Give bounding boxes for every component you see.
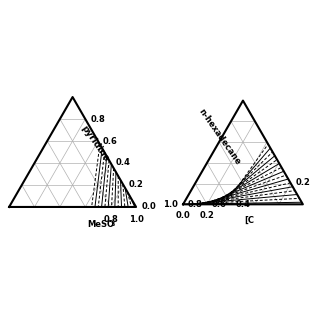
Text: 0.8: 0.8 [188, 200, 202, 209]
Text: 0.8: 0.8 [90, 115, 105, 124]
Text: 0.6: 0.6 [103, 137, 118, 146]
Text: pyridine: pyridine [80, 124, 111, 163]
Text: 1.0: 1.0 [164, 200, 178, 209]
Text: 0.2: 0.2 [128, 180, 143, 189]
Text: 0.2: 0.2 [296, 178, 310, 187]
Text: 0.4: 0.4 [116, 158, 131, 167]
Text: MeSO: MeSO [87, 220, 114, 229]
Text: n-hexadecane: n-hexadecane [196, 108, 242, 167]
Text: 0.2: 0.2 [200, 212, 214, 220]
Text: [C: [C [244, 216, 254, 225]
Text: 0.0: 0.0 [176, 212, 190, 220]
Text: 0.6: 0.6 [211, 200, 226, 209]
Text: 3: 3 [111, 221, 115, 227]
Text: 1.0: 1.0 [129, 215, 143, 224]
Text: 0.0: 0.0 [141, 203, 156, 212]
Text: 0.8: 0.8 [103, 215, 118, 224]
Text: 0.4: 0.4 [235, 200, 250, 209]
